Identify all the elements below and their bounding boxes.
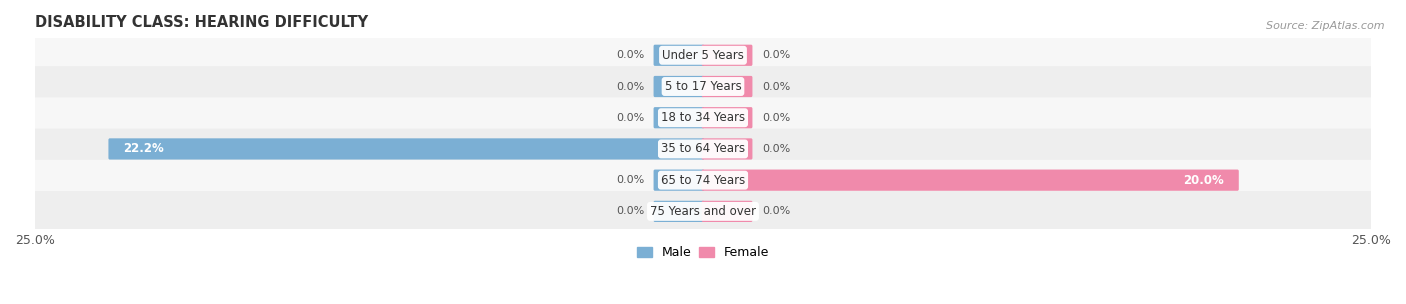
FancyBboxPatch shape [702,170,1239,191]
Text: 0.0%: 0.0% [762,206,790,216]
FancyBboxPatch shape [702,138,752,160]
Text: 0.0%: 0.0% [616,175,644,185]
Text: 22.2%: 22.2% [124,143,165,155]
Text: DISABILITY CLASS: HEARING DIFFICULTY: DISABILITY CLASS: HEARING DIFFICULTY [35,15,368,30]
FancyBboxPatch shape [702,76,752,97]
FancyBboxPatch shape [22,35,1384,76]
FancyBboxPatch shape [654,45,704,66]
Text: 0.0%: 0.0% [762,81,790,92]
Text: 0.0%: 0.0% [616,50,644,60]
FancyBboxPatch shape [22,129,1384,169]
FancyBboxPatch shape [22,97,1384,138]
Text: 0.0%: 0.0% [762,113,790,123]
FancyBboxPatch shape [22,66,1384,107]
Text: 5 to 17 Years: 5 to 17 Years [665,80,741,93]
Text: 18 to 34 Years: 18 to 34 Years [661,111,745,124]
Text: 0.0%: 0.0% [616,113,644,123]
Text: 0.0%: 0.0% [762,144,790,154]
Text: 0.0%: 0.0% [616,81,644,92]
Text: Source: ZipAtlas.com: Source: ZipAtlas.com [1267,21,1385,31]
Text: Under 5 Years: Under 5 Years [662,49,744,62]
FancyBboxPatch shape [108,138,704,160]
FancyBboxPatch shape [654,170,704,191]
FancyBboxPatch shape [654,107,704,128]
Text: 75 Years and over: 75 Years and over [650,205,756,218]
Legend: Male, Female: Male, Female [631,241,775,264]
Text: 20.0%: 20.0% [1184,174,1225,187]
FancyBboxPatch shape [22,191,1384,232]
FancyBboxPatch shape [702,107,752,128]
FancyBboxPatch shape [654,201,704,222]
Text: 0.0%: 0.0% [616,206,644,216]
FancyBboxPatch shape [654,76,704,97]
Text: 35 to 64 Years: 35 to 64 Years [661,143,745,155]
Text: 65 to 74 Years: 65 to 74 Years [661,174,745,187]
Text: 0.0%: 0.0% [762,50,790,60]
FancyBboxPatch shape [702,45,752,66]
FancyBboxPatch shape [22,160,1384,200]
FancyBboxPatch shape [702,201,752,222]
